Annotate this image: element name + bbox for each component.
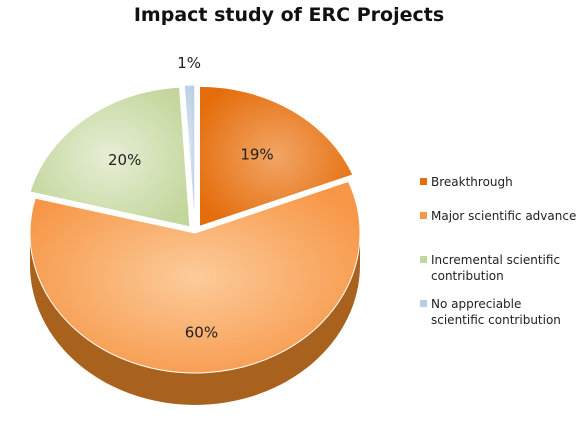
chart-title: Impact study of ERC Projects bbox=[133, 4, 445, 26]
slice-label-incremental: 20% bbox=[108, 151, 141, 169]
legend-item-breakthrough: Breakthrough bbox=[420, 174, 578, 208]
legend-label-major-advance: Major scientific advance bbox=[431, 209, 577, 223]
legend-label-incremental: Incremental scientific contribution bbox=[431, 253, 561, 283]
pie-slice-major-advance bbox=[29, 180, 361, 374]
legend-swatch-no-contribution bbox=[420, 300, 427, 307]
slice-label-major-advance: 60% bbox=[185, 324, 218, 342]
legend-item-major-advance: Major scientific advance bbox=[420, 208, 578, 252]
pie-slice-incremental bbox=[29, 86, 191, 228]
legend-label-no-contribution: No appreciable scientific contribution bbox=[431, 297, 561, 327]
legend-label-breakthrough: Breakthrough bbox=[431, 175, 513, 189]
legend: Breakthrough Major scientific advance In… bbox=[420, 174, 578, 328]
legend-swatch-breakthrough bbox=[420, 178, 427, 185]
legend-swatch-incremental bbox=[420, 256, 427, 263]
pie-side-major-advance bbox=[30, 233, 360, 405]
legend-item-incremental: Incremental scientific contribution bbox=[420, 252, 578, 296]
slice-label-breakthrough: 19% bbox=[240, 146, 273, 164]
legend-swatch-major-advance bbox=[420, 212, 427, 219]
pie-slice-no-contribution bbox=[183, 84, 196, 226]
pie-slice-breakthrough bbox=[198, 85, 354, 228]
slice-label-no-contribution: 1% bbox=[177, 54, 201, 72]
legend-item-no-contribution: No appreciable scientific contribution bbox=[420, 296, 578, 328]
